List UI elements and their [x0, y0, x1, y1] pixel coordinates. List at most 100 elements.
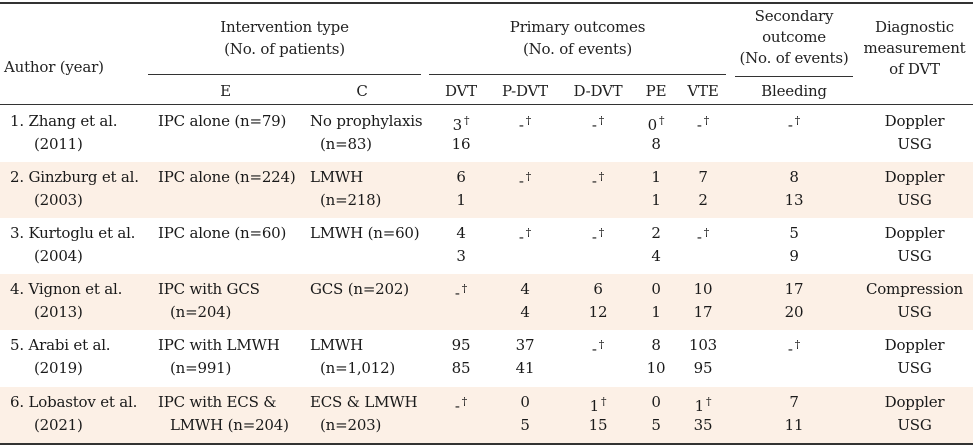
dagger-mark: †: [598, 226, 605, 239]
cell-value: 0: [651, 393, 661, 411]
cell-value: IPC with ECS &: [158, 393, 277, 411]
cell-ddvt: 15: [560, 414, 636, 436]
cell-value: 7: [698, 168, 708, 186]
cell-c: ECS & LMWH: [310, 391, 418, 413]
cell-value: -: [454, 284, 460, 302]
cell-ddvt: - †: [560, 334, 636, 360]
cell-dvt: 4: [432, 222, 490, 244]
cell-value: -: [591, 172, 597, 190]
cell-pe: 1: [636, 301, 676, 323]
cell-value: 16: [451, 135, 471, 153]
cell-author: 4. Vignon et al.: [10, 278, 122, 300]
cell-diag: Compression: [856, 278, 973, 300]
cell-diag: Doppler: [856, 391, 973, 413]
cell-diag: USG: [856, 189, 973, 211]
cell-diag: USG: [856, 357, 973, 379]
cell-value: 4: [651, 247, 661, 265]
cell-value: IPC alone (n=60): [158, 224, 287, 242]
cell-vte: 35: [676, 414, 730, 436]
header-col-c: C: [356, 82, 368, 100]
cell-bleed: 7: [735, 391, 853, 413]
cell-pe: 4: [636, 245, 676, 267]
cell-value: (n=218): [320, 191, 382, 209]
cell-value: 4. Vignon et al.: [10, 280, 123, 298]
cell-value: 3. Kurtoglu et al.: [10, 224, 136, 242]
cell-pe: 0: [636, 278, 676, 300]
cell-author: 1. Zhang et al.: [10, 110, 118, 132]
cell-pe: 0: [636, 391, 676, 413]
cell-dvt: 85: [432, 357, 490, 379]
cell-pdvt: 0: [490, 391, 560, 413]
cell-vte: 2: [676, 189, 730, 211]
cell-pdvt: 4: [490, 278, 560, 300]
cell-bleed: 9: [735, 245, 853, 267]
cell-value: (2013): [34, 303, 83, 321]
dagger-mark: †: [525, 170, 532, 183]
cell-value: 1: [651, 168, 661, 186]
cell-vte: 7: [676, 166, 730, 188]
header-secondary-line2: outcome: [762, 28, 826, 46]
dagger-mark: †: [525, 226, 532, 239]
cell-e: IPC alone (n=60): [158, 222, 286, 244]
cell-diag: Doppler: [856, 110, 973, 132]
cell-value: 5: [789, 224, 799, 242]
cell-value: (n=204): [170, 303, 232, 321]
cell-value: (n=991): [170, 359, 232, 377]
dagger-mark: †: [598, 338, 605, 351]
group-rule-intervention: [148, 74, 421, 75]
cell-value: -: [787, 340, 793, 358]
header-intervention-line1: Intervention type: [220, 18, 349, 36]
header-diagnostic-line3: of DVT: [889, 60, 940, 78]
cell-pe: 1: [636, 166, 676, 188]
cell-value: IPC with GCS: [158, 280, 260, 298]
group-rule-secondary: [735, 76, 853, 77]
cell-value: USG: [897, 416, 932, 434]
cell-value: (2003): [34, 191, 83, 209]
cell-pe: 8: [636, 334, 676, 356]
cell-dvt: 95: [432, 334, 490, 356]
cell-value: 5: [520, 416, 530, 434]
cell-diag: Doppler: [856, 166, 973, 188]
group-rule-primary: [429, 74, 726, 75]
header-primary-line2: (No. of events): [522, 40, 633, 58]
cell-value: 10: [646, 359, 666, 377]
cell-value: 6. Lobastov et al.: [10, 393, 138, 411]
cell-e: IPC alone (n=224): [158, 166, 296, 188]
cell-e: IPC with GCS: [158, 278, 260, 300]
cell-value: 1: [694, 397, 705, 415]
dagger-mark: †: [598, 170, 605, 183]
cell-pdvt: 37: [490, 334, 560, 356]
cell-author: 5. Arabi et al.: [10, 334, 111, 356]
cell-pe: 2: [636, 222, 676, 244]
cell-vte: 103: [676, 334, 730, 356]
cell-vte: 1 †: [676, 391, 730, 417]
cell-ddvt: 6: [560, 278, 636, 300]
header-primary-line1: Primary outcomes: [509, 18, 646, 36]
cell-value: USG: [897, 191, 932, 209]
cell-dvt: 1: [432, 189, 490, 211]
cell-e: IPC alone (n=79): [158, 110, 286, 132]
cell-value: 5. Arabi et al.: [10, 336, 111, 354]
header-primary-outcomes: Primary outcomes (No. of events): [429, 16, 726, 60]
cell-value: 85: [451, 359, 471, 377]
cell-value: 6: [456, 168, 466, 186]
cell-ddvt: - †: [560, 110, 636, 136]
header-intervention: Intervention type (No. of patients): [148, 16, 421, 60]
dagger-mark: †: [703, 114, 710, 127]
cell-c: LMWH: [310, 334, 363, 356]
dagger-mark: †: [703, 226, 710, 239]
cell-value: -: [518, 228, 524, 246]
header-secondary-outcome: Secondary outcome (No. of events): [735, 6, 853, 69]
cell-value: 1: [589, 397, 600, 415]
cell-vte: - †: [676, 222, 730, 248]
cell-value: 2: [698, 191, 708, 209]
cell-value: 3: [456, 247, 466, 265]
header-intervention-line2: (No. of patients): [224, 40, 345, 58]
header-col-pe: PE: [645, 82, 667, 100]
cell-pdvt: 4: [490, 301, 560, 323]
cell-author: 2. Ginzburg et al.: [10, 166, 139, 188]
cell-e: IPC with ECS &: [158, 391, 277, 413]
cell-value: -: [518, 172, 524, 190]
header-diagnostic-line2: measurement: [863, 39, 966, 57]
